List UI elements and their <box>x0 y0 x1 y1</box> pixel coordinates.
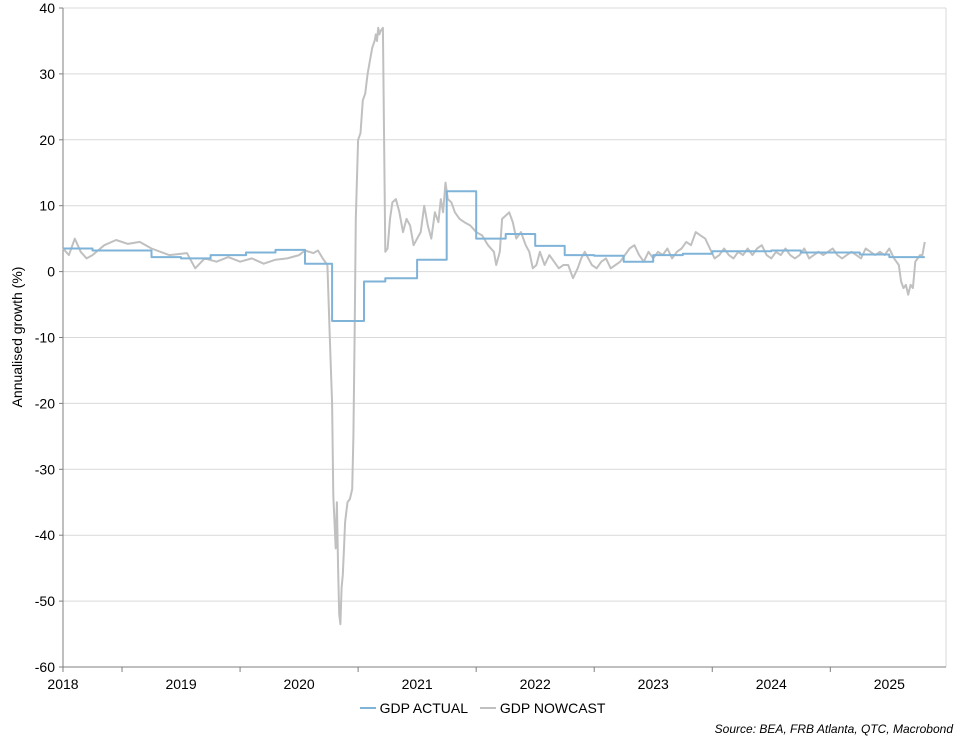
y-tick-label: 10 <box>39 198 55 214</box>
y-axis-title: Annualised growth (%) <box>9 267 25 408</box>
x-tick-label: 2021 <box>402 676 433 692</box>
y-tick-label: 40 <box>39 0 55 16</box>
series-line-gdp-nowcast <box>62 26 926 626</box>
legend-label-actual: GDP ACTUAL <box>379 700 468 716</box>
source-note: Source: BEA, FRB Atlanta, QTC, Macrobond <box>714 722 953 736</box>
y-tick-label: 0 <box>47 264 55 280</box>
y-axis-ticks: -60 -50 -40 -30 -20 -10 0 10 20 30 40 <box>35 0 63 675</box>
y-tick-label: -20 <box>35 395 55 411</box>
y-tick-label: -50 <box>35 593 55 609</box>
legend-item-actual: GDP ACTUAL <box>359 700 468 716</box>
y-tick-label: -40 <box>35 527 55 543</box>
legend-swatch-nowcast <box>479 707 496 709</box>
series-line-gdp-actual <box>63 190 925 322</box>
y-tick-label: 20 <box>39 132 55 148</box>
x-axis: 2018 2019 2020 2021 2022 2023 2024 2025 <box>47 8 946 692</box>
legend-item-nowcast: GDP NOWCAST <box>479 700 606 716</box>
y-tick-label: -30 <box>35 461 55 477</box>
y-tick-label: 30 <box>39 66 55 82</box>
x-tick-label: 2020 <box>284 676 315 692</box>
series-lines <box>62 26 926 626</box>
legend-label-nowcast: GDP NOWCAST <box>499 700 606 716</box>
legend: GDP ACTUAL GDP NOWCAST <box>0 696 965 716</box>
y-tick-label: -10 <box>35 330 55 346</box>
x-tick-label: 2024 <box>756 676 787 692</box>
y-tick-label: -60 <box>35 659 55 675</box>
x-tick-label: 2018 <box>47 676 78 692</box>
grid-lines <box>63 7 947 668</box>
legend-swatch-actual <box>359 707 376 709</box>
x-tick-label: 2019 <box>165 676 196 692</box>
x-tick-label: 2025 <box>874 676 905 692</box>
x-tick-label: 2022 <box>520 676 551 692</box>
x-tick-label: 2023 <box>638 676 669 692</box>
